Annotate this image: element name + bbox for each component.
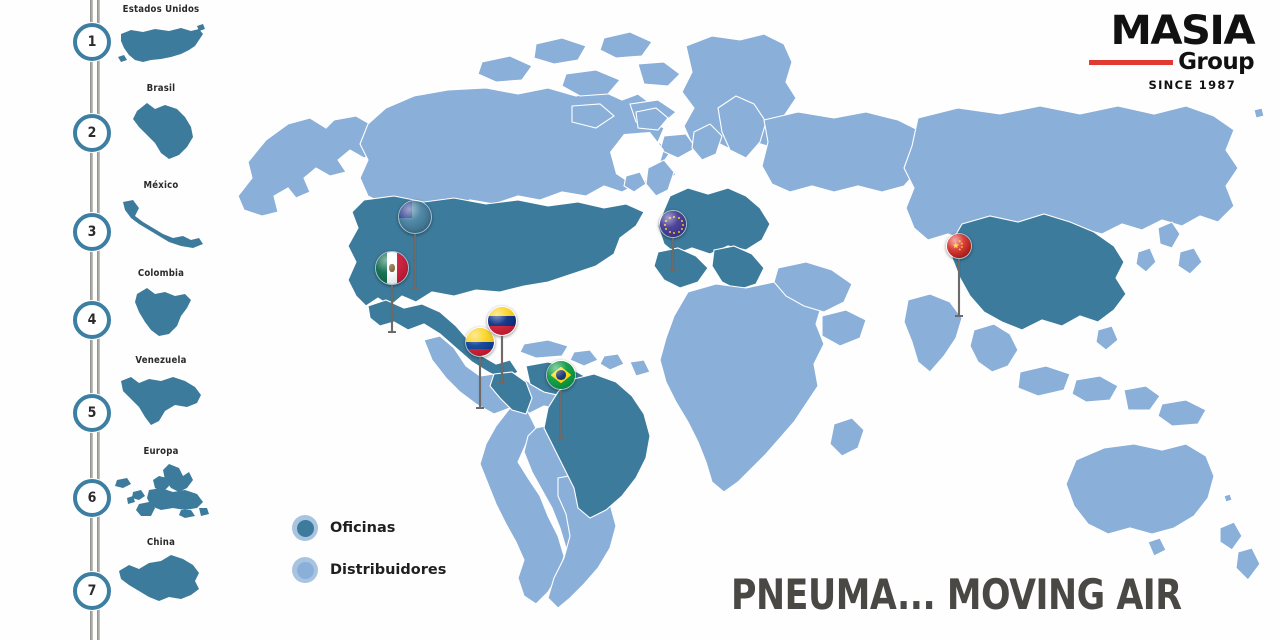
legend-label-distribuidores: Distribuidores [330, 562, 447, 578]
map-pin-china[interactable] [946, 233, 972, 317]
flag-icon-mexico [375, 251, 409, 285]
step-number-7: 7 [87, 583, 97, 599]
tagline: PNEUMA... MOVING AIR [731, 570, 1182, 619]
region-china [951, 213, 1127, 331]
brand-logo[interactable]: MASIA Group SINCE 1987 [1078, 11, 1256, 92]
shape-icon-mexico [123, 200, 203, 248]
world-map-svg [237, 31, 1265, 609]
distributors-swatch-icon [292, 557, 318, 583]
map-pin-europe[interactable] [659, 210, 687, 272]
region-europe-light [623, 95, 923, 197]
flag-icon-united-states [398, 200, 432, 234]
step-number-badge-5[interactable]: 5 [73, 394, 111, 432]
step-number-4: 4 [87, 312, 97, 328]
pin-stem [498, 336, 505, 384]
flag-icon-venezuela [487, 306, 517, 336]
step-number-3: 3 [87, 224, 97, 240]
country-label-venezuela: Venezuela [135, 355, 187, 366]
country-label-brazil: Brasil [146, 83, 176, 94]
country-label-china: China [146, 537, 176, 548]
world-map [218, 0, 1280, 640]
legend-item-oficinas[interactable]: Oficinas [292, 512, 446, 544]
region-africa [659, 281, 865, 493]
shape-icon-usa [118, 24, 205, 62]
step-number-6: 6 [87, 490, 97, 506]
pin-stem [557, 390, 564, 440]
pin-stem [388, 285, 395, 333]
shape-icon-colombia [135, 288, 191, 336]
offices-swatch-icon [292, 515, 318, 541]
shape-icon-brazil [133, 103, 193, 159]
country-thumb-mexico[interactable]: México [104, 180, 218, 252]
map-pin-venezuela[interactable] [487, 306, 517, 384]
pin-stem [476, 357, 483, 409]
country-thumb-venezuela[interactable]: Venezuela [104, 355, 218, 431]
country-thumb-brazil[interactable]: Brasil [104, 83, 218, 163]
pin-stem [669, 238, 676, 272]
country-thumb-china[interactable]: China [104, 537, 218, 607]
map-pin-united-states[interactable] [398, 200, 432, 290]
step-number-badge-7[interactable]: 7 [73, 572, 111, 610]
region-western-europe [653, 187, 771, 291]
shape-icon-venezuela [121, 377, 201, 425]
flag-icon-brazil [546, 360, 576, 390]
brand-name-main: MASIA [1110, 8, 1256, 54]
region-middle-east [773, 261, 867, 347]
region-brazil [543, 373, 651, 519]
brand-since: SINCE 1987 [1148, 78, 1236, 92]
shape-icon-europe [115, 464, 209, 518]
step-number-5: 5 [87, 405, 97, 421]
legend-label-oficinas: Oficinas [330, 520, 396, 536]
country-label-mexico: México [143, 180, 179, 191]
country-timeline-sidebar: 1 Estados Unidos 2 Brasil [0, 0, 218, 640]
country-label-united-states: Estados Unidos [122, 4, 200, 15]
brand-accent-bar [1089, 60, 1174, 65]
country-label-europe: Europa [143, 446, 179, 457]
pin-stem [411, 234, 418, 290]
legend-item-distribuidores[interactable]: Distribuidores [292, 554, 446, 586]
step-number-badge-4[interactable]: 4 [73, 301, 111, 339]
legend: Oficinas Distribuidores [292, 512, 446, 596]
region-oceania-islands [1223, 107, 1265, 503]
map-pin-mexico[interactable] [375, 251, 409, 333]
step-number-1: 1 [87, 34, 97, 50]
map-pin-brazil[interactable] [546, 360, 576, 440]
flag-icon-european-union [659, 210, 687, 238]
brand-name-sub: Group [1178, 49, 1254, 75]
flag-icon-china [946, 233, 972, 259]
step-number-2: 2 [87, 125, 97, 141]
region-asia-light [903, 105, 1261, 581]
step-number-badge-1[interactable]: 1 [73, 23, 111, 61]
step-number-badge-3[interactable]: 3 [73, 213, 111, 251]
country-thumb-united-states[interactable]: Estados Unidos [104, 4, 218, 68]
pin-stem [955, 259, 962, 317]
shape-icon-china [119, 555, 199, 601]
country-label-colombia: Colombia [137, 268, 185, 279]
step-number-badge-6[interactable]: 6 [73, 479, 111, 517]
country-thumb-europe[interactable]: Europa [104, 446, 218, 522]
country-thumb-colombia[interactable]: Colombia [104, 268, 218, 342]
step-number-badge-2[interactable]: 2 [73, 114, 111, 152]
brand-subrow: Group [1078, 49, 1255, 75]
